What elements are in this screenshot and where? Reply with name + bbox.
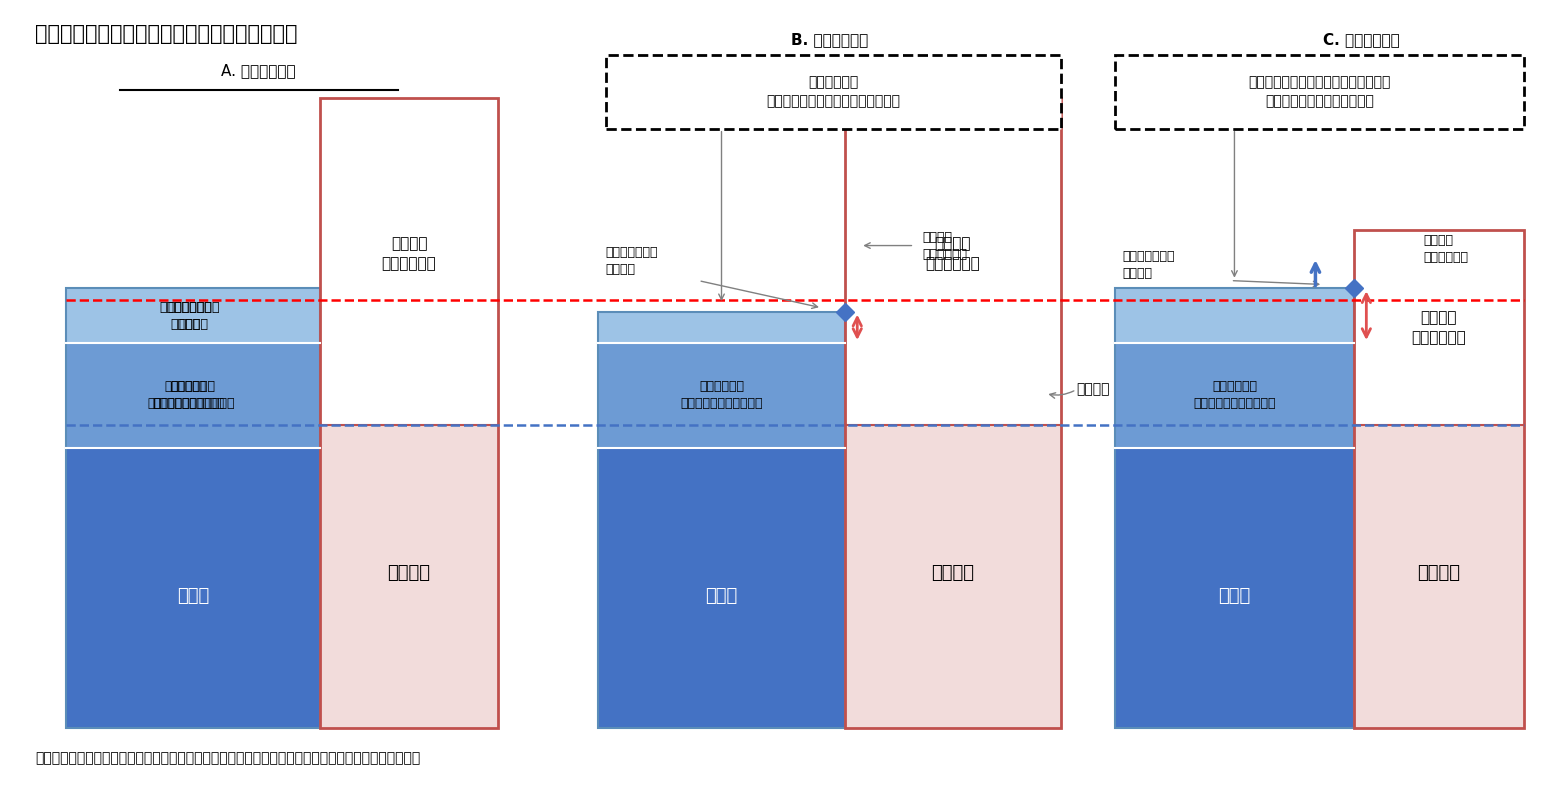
Text: 財政悪化
リスク相当額: 財政悪化 リスク相当額 (921, 231, 968, 260)
Text: リスク対応掛金
収入現価: リスク対応掛金 収入現価 (160, 301, 211, 331)
Text: 積立剰余: 積立剰余 (1076, 382, 1111, 397)
Text: リスク対応掛金
収入現価: リスク対応掛金 収入現価 (168, 301, 219, 331)
Bar (1115, 288, 1354, 728)
Text: 掛金収入現価
（リスク対応掛金除く）: 掛金収入現価 （リスク対応掛金除く） (681, 380, 763, 410)
Bar (1354, 230, 1523, 728)
Bar (321, 425, 498, 728)
Text: A. 積立剰余なし: A. 積立剰余なし (222, 63, 296, 78)
Bar (1354, 425, 1523, 728)
Bar (845, 425, 1061, 728)
Text: B. 積立剰余あり: B. 積立剰余あり (791, 31, 869, 46)
Text: 財政悪化
リスク相当額: 財政悪化 リスク相当額 (926, 236, 980, 271)
Bar (606, 55, 1061, 129)
Text: 給付現価: 給付現価 (932, 563, 974, 582)
Bar (599, 312, 845, 728)
Text: 積立金: 積立金 (706, 587, 738, 605)
Bar (845, 98, 1061, 425)
Text: 掛金収入現価
（リスク対応掛金除く）: 掛金収入現価 （リスク対応掛金除く） (152, 380, 234, 410)
Bar (65, 448, 321, 728)
Bar (65, 343, 321, 448)
Bar (1115, 343, 1354, 448)
Text: C. 積立剰余あり: C. 積立剰余あり (1323, 31, 1401, 46)
Bar (1115, 288, 1354, 343)
Text: 財政悪化
リスク相当額: 財政悪化 リスク相当額 (1424, 235, 1469, 264)
Text: 給付現価: 給付現価 (1418, 563, 1461, 582)
Text: 積立剰余を、財政悪化リスク相当額を
充足する割合の引上げに活用: 積立剰余を、財政悪化リスク相当額を 充足する割合の引上げに活用 (1249, 76, 1391, 108)
Bar (1115, 448, 1354, 728)
Text: 財政悪化
リスク相当額: 財政悪化 リスク相当額 (1411, 310, 1466, 345)
Bar (599, 312, 845, 343)
Text: 掛金収入現価
（リスク対応掛金除く）: 掛金収入現価 （リスク対応掛金除く） (1193, 380, 1275, 410)
Bar (65, 288, 321, 343)
Text: 図表７　積立剰余と労使の実質的なリスク負担: 図表７ 積立剰余と労使の実質的なリスク負担 (36, 24, 298, 43)
Bar (1354, 230, 1523, 425)
Text: リスク対応掛金
収入現価: リスク対応掛金 収入現価 (606, 246, 658, 276)
Text: 積立金: 積立金 (177, 587, 209, 605)
Text: リスク対応掛金
収入現価: リスク対応掛金 収入現価 (1123, 250, 1176, 280)
Text: 給付現価: 給付現価 (388, 563, 431, 582)
Text: 掛金収入現価
（リスク対応掛金除く）: 掛金収入現価 （リスク対応掛金除く） (147, 380, 223, 411)
Bar (845, 98, 1061, 728)
Bar (321, 98, 498, 728)
Bar (321, 98, 498, 425)
Bar (599, 448, 845, 728)
Bar (1115, 55, 1523, 129)
Text: 積立金: 積立金 (1219, 587, 1250, 605)
Text: 注）積立剰余は、リスク対応掛金を除く掛金収入現価と積立金の合計額が給付現価を上回る額と定義。: 注）積立剰余は、リスク対応掛金を除く掛金収入現価と積立金の合計額が給付現価を上回… (36, 752, 420, 766)
Bar (599, 343, 845, 448)
Text: 積立剰余を、
リスク対応掛金現価の引下げに活用: 積立剰余を、 リスク対応掛金現価の引下げに活用 (766, 76, 900, 108)
Text: 財政悪化
リスク相当額: 財政悪化 リスク相当額 (382, 236, 436, 271)
Bar (65, 288, 321, 728)
